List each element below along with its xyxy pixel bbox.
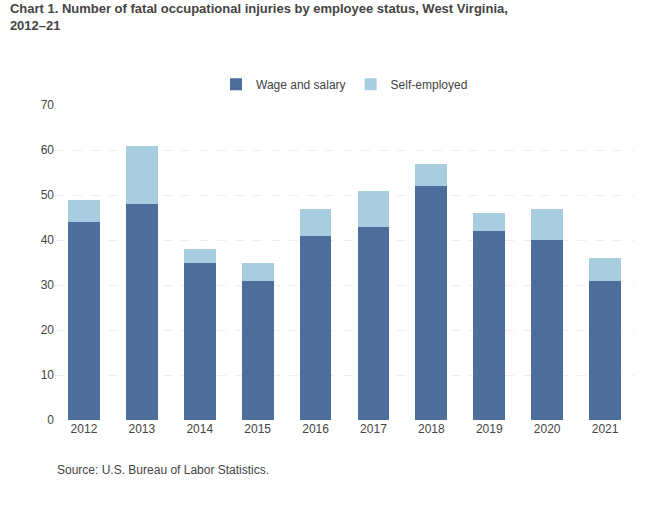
svg-text:2018: 2018 [418,422,445,436]
svg-text:40: 40 [41,233,55,247]
svg-text:2012: 2012 [71,422,98,436]
svg-text:Chart 1. Number of fatal occup: Chart 1. Number of fatal occupational in… [10,1,508,33]
svg-text:60: 60 [41,143,55,157]
svg-text:30: 30 [41,278,55,292]
svg-text:70: 70 [41,98,55,112]
svg-text:10: 10 [41,368,55,382]
svg-text:2017: 2017 [360,422,387,436]
svg-text:2020: 2020 [534,422,561,436]
svg-text:2019: 2019 [476,422,503,436]
svg-text:20: 20 [41,323,55,337]
svg-text:Source: U.S. Bureau of Labor S: Source: U.S. Bureau of Labor Statistics. [57,463,269,477]
svg-text:2016: 2016 [302,422,329,436]
svg-text:2013: 2013 [128,422,155,436]
svg-text:2021: 2021 [592,422,619,436]
svg-text:0: 0 [47,413,54,427]
svg-text:Self-employed: Self-employed [391,78,468,92]
svg-text:2014: 2014 [186,422,213,436]
svg-text:50: 50 [41,188,55,202]
svg-text:Wage and salary: Wage and salary [256,78,346,92]
svg-text:2015: 2015 [244,422,271,436]
